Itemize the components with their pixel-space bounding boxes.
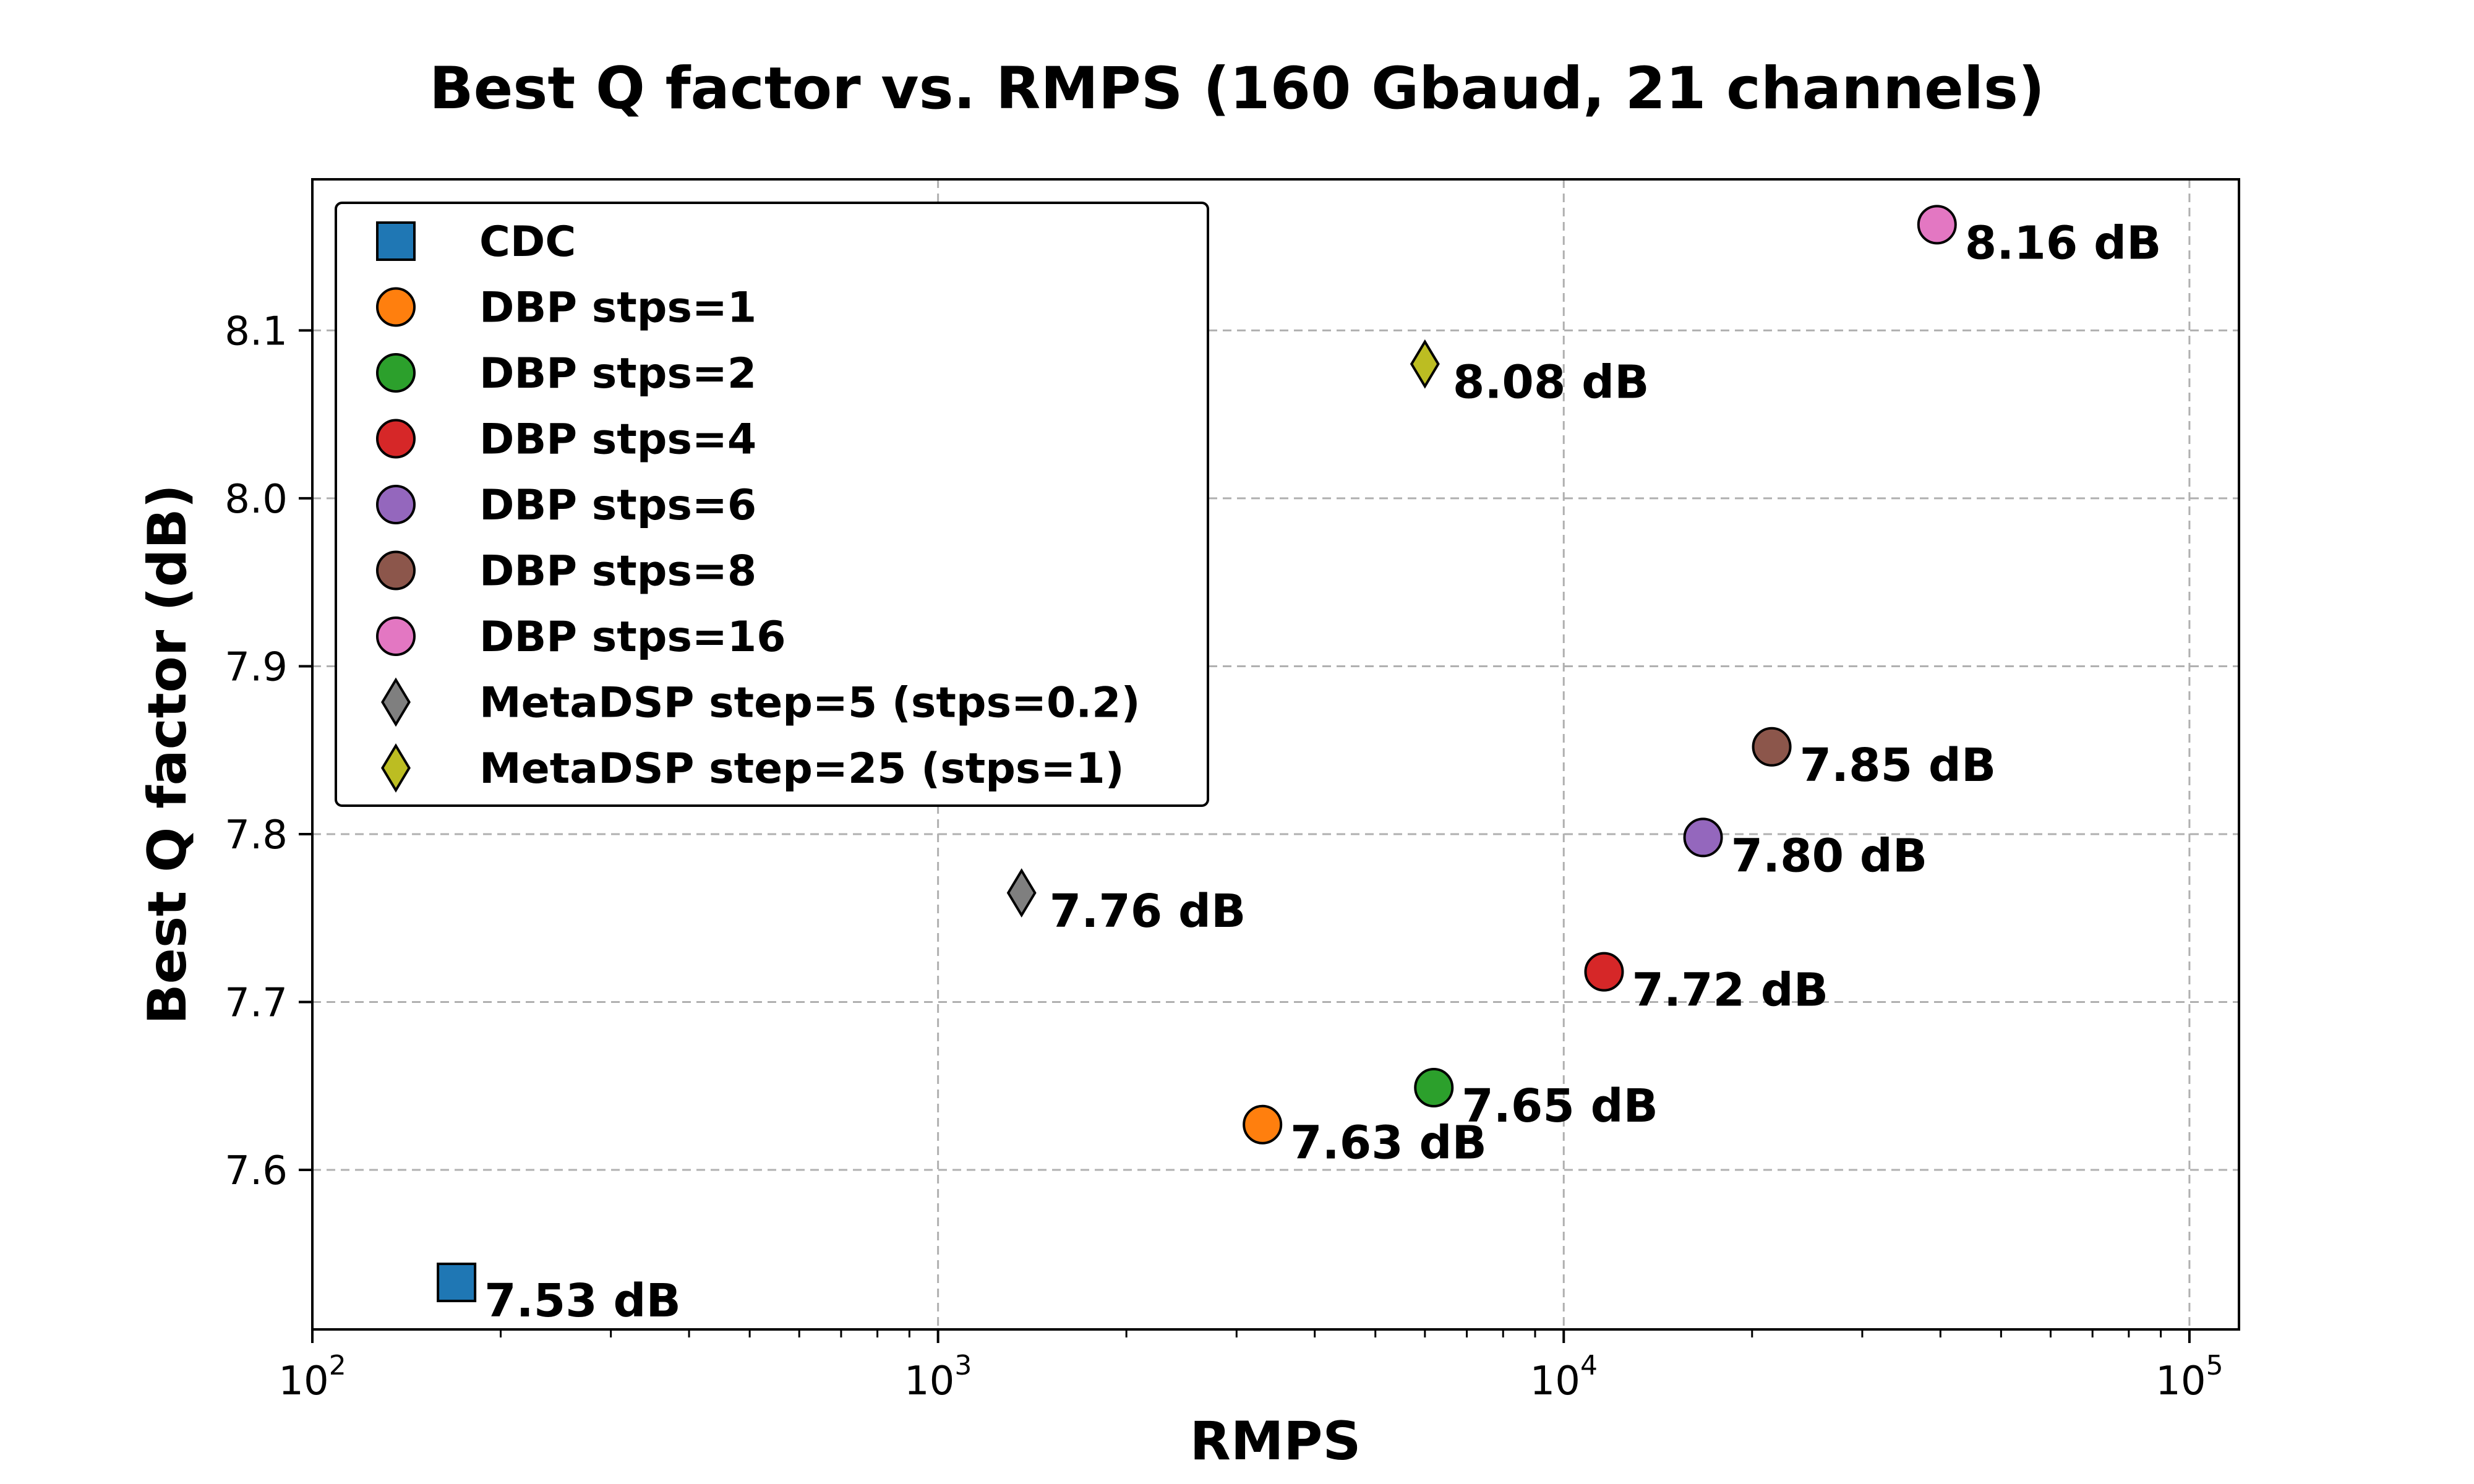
- legend-item: DBP stps=1: [376, 284, 756, 333]
- data-point-marker: [1683, 817, 1723, 858]
- chart-title: Best Q factor vs. RMPS (160 Gbaud, 21 ch…: [429, 55, 2045, 122]
- legend: CDC DBP stps=1 DBP stps=2 DBP stps=4 DBP stp…: [335, 202, 1209, 807]
- legend-marker: [376, 287, 416, 327]
- legend-label: CDC: [479, 218, 576, 267]
- legend-item: DBP stps=4: [376, 416, 756, 464]
- data-point-marker: [1917, 205, 1957, 245]
- legend-label: DBP stps=16: [479, 613, 786, 662]
- legend-marker: [376, 616, 416, 656]
- data-point-marker: [1243, 1104, 1283, 1145]
- legend-box: [335, 202, 1209, 807]
- data-point-marker: [1752, 727, 1792, 767]
- data-point-group: 7.76 dB: [1006, 868, 1246, 938]
- data-point-marker: [1006, 868, 1037, 918]
- legend-marker: [376, 419, 416, 459]
- data-point-group: 7.53 dB: [437, 1262, 681, 1328]
- axes: 102 103 104 105 7.6 7.7 7.8 7.9 8.0 8.1: [225, 309, 2223, 1404]
- data-point-label: 7.85 dB: [1800, 739, 1997, 792]
- data-point-group: 7.72 dB: [1584, 952, 1828, 1017]
- y-tick-label: 7.6: [225, 1148, 288, 1194]
- x-tick-label: 102: [278, 1350, 346, 1404]
- data-point-group: 7.65 dB: [1414, 1067, 1658, 1133]
- data-point-marker: [437, 1262, 477, 1302]
- legend-item: MetaDSP step=5 (stps=0.2): [381, 677, 1141, 728]
- data-point-marker: [1410, 339, 1440, 389]
- legend-item: DBP stps=2: [376, 349, 756, 398]
- data-point-group: 7.80 dB: [1683, 817, 1928, 882]
- legend-label: DBP stps=4: [479, 416, 756, 464]
- legend-item: CDC: [376, 218, 576, 267]
- data-point-label: 7.53 dB: [484, 1274, 681, 1328]
- data-point-group: 8.08 dB: [1410, 339, 1650, 409]
- legend-item: MetaDSP step=25 (stps=1): [381, 743, 1124, 793]
- data-point-group: 7.85 dB: [1752, 727, 1997, 792]
- data-point-group: 8.16 dB: [1917, 205, 2162, 270]
- data-point-label: 7.65 dB: [1462, 1080, 1658, 1133]
- legend-marker: [376, 550, 416, 591]
- data-point-group: 7.63 dB: [1243, 1104, 1487, 1170]
- y-tick-label: 7.7: [225, 981, 288, 1026]
- plot-frame: [311, 178, 2240, 1331]
- x-axis-title: RMPS: [1190, 1410, 1361, 1472]
- legend-marker: [376, 485, 416, 524]
- y-tick-label: 8.0: [225, 477, 288, 522]
- legend-marker: [376, 353, 416, 393]
- y-tick-label: 8.1: [225, 309, 288, 354]
- y-axis-title: Best Q factor (dB): [137, 484, 199, 1025]
- legend-item: DBP stps=8: [376, 547, 756, 596]
- legend-item: DBP stps=16: [376, 613, 786, 662]
- x-tick-label: 105: [2155, 1350, 2223, 1404]
- legend-label: DBP stps=8: [479, 547, 756, 596]
- y-tick-label: 7.8: [225, 812, 288, 858]
- data-point-label: 8.16 dB: [1965, 216, 2162, 270]
- data-point-marker: [1584, 952, 1624, 992]
- legend-label: MetaDSP step=5 (stps=0.2): [479, 679, 1141, 728]
- legend-label: DBP stps=1: [479, 284, 756, 333]
- legend-label: MetaDSP step=25 (stps=1): [479, 744, 1124, 793]
- data-point-label: 7.76 dB: [1050, 885, 1246, 938]
- data-point-label: 7.63 dB: [1290, 1117, 1487, 1170]
- legend-marker: [376, 221, 416, 261]
- data-point-label: 8.08 dB: [1453, 356, 1650, 409]
- y-tick-label: 7.9: [225, 644, 288, 690]
- x-tick-label: 104: [1530, 1350, 1598, 1404]
- data-point-label: 7.72 dB: [1632, 964, 1828, 1017]
- legend-label: DBP stps=2: [479, 349, 756, 398]
- legend-label: DBP stps=6: [479, 481, 756, 530]
- x-tick-label: 103: [904, 1350, 972, 1404]
- legend-marker: [381, 677, 411, 727]
- data-point-label: 7.80 dB: [1731, 829, 1928, 882]
- legend-item: DBP stps=6: [376, 481, 756, 530]
- data-points: 7.53 dB 7.63 dB7.65 dB 7.72 dB 7.80 dB 7.85 …: [437, 205, 2162, 1328]
- data-point-marker: [1414, 1067, 1454, 1107]
- legend-marker: [381, 743, 411, 793]
